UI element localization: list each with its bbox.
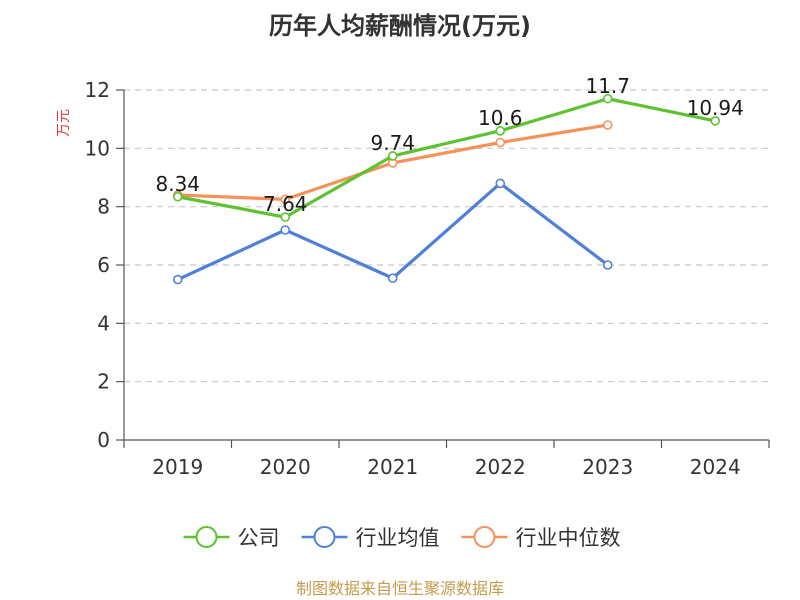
x-tick-label: 2020: [260, 455, 311, 479]
data-point: [495, 178, 506, 189]
data-point: [172, 191, 183, 202]
legend-swatch-marker: [195, 526, 218, 548]
data-label: 11.7: [585, 74, 630, 98]
x-tick-label: 2021: [367, 455, 418, 479]
axes: 0 2 4 6 8 10 12 2019 2020 2021 2022 2023 2024: [85, 78, 770, 479]
y-tick-label: 8: [97, 195, 110, 219]
data-point: [280, 225, 291, 235]
legend: 公司 行业均值 行业中位数: [183, 526, 621, 550]
data-point: [280, 194, 291, 205]
data-point: [495, 126, 506, 136]
data-point: [602, 120, 613, 130]
legend-swatch-marker: [473, 526, 496, 548]
grid-lines: [124, 89, 769, 383]
data-point: [710, 116, 721, 126]
data-point: [602, 260, 613, 270]
data-point: [495, 137, 506, 148]
data-point: [387, 273, 398, 283]
x-tick-label: 2024: [690, 455, 741, 479]
data-point: [387, 151, 398, 161]
x-tick-label: 2023: [582, 455, 633, 479]
chart-title: 历年人均薪酬情况(万元): [269, 12, 531, 40]
data-point: [172, 274, 183, 285]
series-layer: [172, 93, 721, 285]
legend-label: 公司: [238, 526, 280, 550]
y-tick-label: 12: [85, 78, 110, 102]
series-line: [177, 97, 716, 219]
data-label: 10.94: [687, 96, 744, 120]
y-tick-label: 2: [97, 370, 110, 394]
y-axis-label: 万元: [56, 109, 72, 137]
x-tick-label: 2022: [475, 455, 526, 479]
y-tick-label: 6: [97, 253, 110, 277]
data-label: 7.64: [263, 192, 308, 216]
data-point: [280, 212, 291, 222]
legend-label: 行业均值: [356, 526, 440, 550]
y-tick-label: 0: [97, 428, 110, 452]
data-label: 10.6: [478, 106, 523, 130]
y-tick-label: 4: [97, 311, 110, 335]
legend-swatch-marker: [313, 526, 336, 548]
x-tick-label: 2019: [152, 455, 203, 479]
legend-label: 行业中位数: [516, 526, 621, 550]
data-labels: 8.34 7.64 9.74 10.6 11.7 10.94: [155, 74, 743, 216]
source-note: 制图数据来自恒生聚源数据库: [296, 579, 504, 598]
y-tick-label: 10: [85, 136, 110, 160]
data-label: 8.34: [155, 172, 200, 196]
data-label: 9.74: [370, 131, 415, 155]
data-point: [602, 93, 613, 104]
